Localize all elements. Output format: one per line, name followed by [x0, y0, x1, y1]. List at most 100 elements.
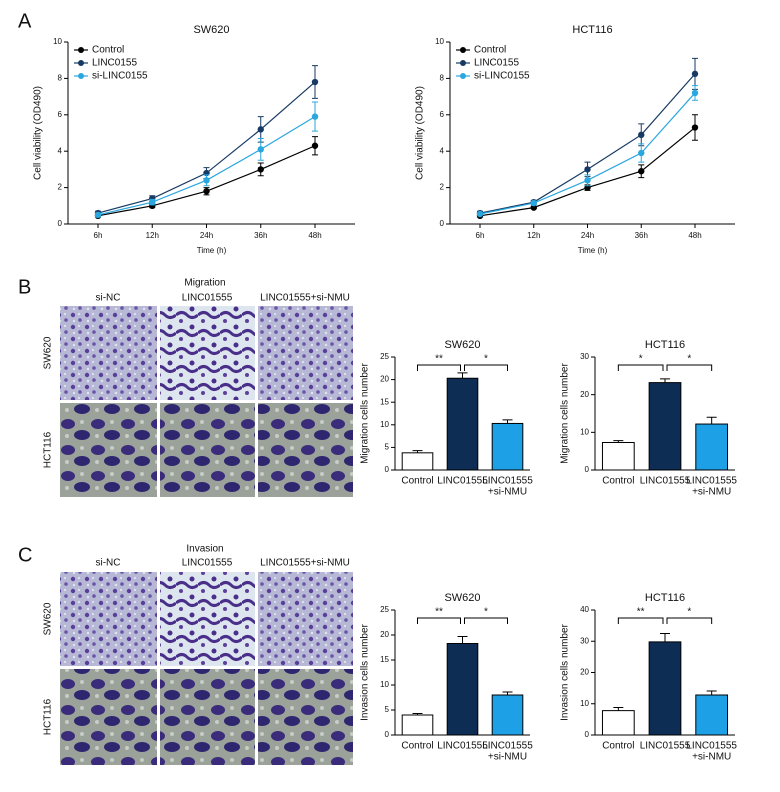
x-tick-label: +si-NMU: [488, 752, 527, 763]
marker: [530, 204, 537, 211]
legend-label: LINC0155: [474, 58, 519, 69]
legend-marker: [78, 60, 84, 66]
marker: [530, 199, 537, 207]
significance-bracket: [417, 364, 461, 371]
y-tick-label: 8: [440, 74, 445, 83]
x-tick-label: +si-NMU: [692, 752, 731, 763]
error-bar: [502, 419, 513, 424]
column-label: LINC01555: [182, 293, 233, 304]
legend-marker: [460, 73, 466, 79]
y-tick-label: 0: [385, 730, 390, 739]
x-tick-label: 48h: [688, 231, 701, 240]
x-tick-label: 24h: [200, 231, 213, 240]
bar: [695, 694, 729, 736]
marker: [691, 70, 699, 78]
column-label: si-NC: [96, 293, 121, 304]
error-bar: [660, 632, 670, 642]
error-bar: [457, 372, 468, 379]
micrograph: [258, 306, 353, 400]
marker: [691, 89, 699, 97]
legend-marker: [460, 60, 466, 66]
legend-marker: [78, 73, 84, 79]
legend-marker: [78, 47, 84, 53]
y-tick-label: 15: [380, 397, 389, 406]
marker: [691, 124, 699, 131]
y-tick-label: 5: [385, 705, 390, 714]
bar: [491, 422, 524, 471]
line: [479, 73, 696, 214]
y-tick-label: 20: [580, 390, 589, 399]
marker: [149, 198, 156, 206]
x-tick-label: 12h: [146, 231, 159, 240]
micrograph: [258, 403, 353, 497]
micrograph: [60, 403, 157, 497]
x-axis-label: Time (h): [197, 246, 227, 255]
y-tick-label: 20: [380, 630, 389, 639]
bar: [491, 694, 524, 736]
y-tick-label: 4: [440, 146, 445, 155]
y-tick-label: 5: [385, 443, 390, 452]
y-axis-label: Migration cells number: [360, 363, 371, 464]
chart-title: SW620: [444, 339, 480, 351]
legend-label: Control: [92, 45, 124, 56]
bar: [401, 714, 434, 736]
micrograph: [258, 572, 353, 666]
y-tick-label: 8: [58, 74, 63, 83]
significance-bracket: [617, 364, 664, 371]
micrograph: [258, 669, 353, 765]
y-tick-label: 30: [580, 636, 589, 645]
y-axis-label: Invasion cells number: [360, 623, 371, 720]
y-tick-label: 0: [58, 219, 63, 228]
y-tick-label: 2: [58, 183, 63, 192]
x-tick-label: Control: [602, 476, 634, 487]
marker: [257, 166, 264, 173]
significance-label: **: [435, 607, 443, 618]
y-tick-label: 10: [53, 37, 62, 46]
y-tick-label: 6: [440, 110, 445, 119]
marker: [638, 131, 645, 139]
row-label: HCT116: [43, 431, 54, 468]
x-tick-label: 24h: [581, 231, 594, 240]
micrograph: [160, 306, 255, 400]
micrograph: [60, 306, 157, 400]
x-tick-label: +si-NMU: [488, 487, 527, 498]
x-tick-label: 6h: [94, 231, 103, 240]
significance-bracket: [617, 617, 664, 624]
bar: [601, 710, 635, 736]
x-tick-label: LINC01555: [640, 476, 691, 487]
marker: [476, 210, 484, 218]
significance-label: *: [639, 354, 643, 365]
chart-title: SW620: [193, 24, 229, 36]
micrograph: [60, 669, 157, 765]
marker: [638, 168, 645, 175]
error-bar: [706, 416, 717, 425]
legend-label: si-LINC0155: [92, 71, 148, 82]
x-tick-label: LINC01555: [437, 476, 488, 487]
y-tick-label: 0: [440, 219, 445, 228]
y-axis-label: Invasion cells number: [560, 623, 571, 720]
significance-bracket: [666, 617, 713, 624]
error-bar: [613, 707, 624, 711]
significance-bracket: [417, 617, 461, 624]
panel-label: A: [18, 10, 32, 32]
y-tick-label: 0: [585, 730, 590, 739]
error-bar: [660, 378, 670, 383]
row-label: HCT116: [43, 698, 54, 735]
chart-title: HCT116: [645, 339, 685, 351]
chart-title: SW620: [444, 592, 480, 604]
x-tick-label: 6h: [476, 231, 485, 240]
bar: [401, 452, 434, 471]
significance-bracket: [464, 617, 508, 624]
y-tick-label: 20: [380, 375, 389, 384]
y-tick-label: 10: [380, 680, 389, 689]
x-tick-label: Control: [401, 476, 433, 487]
significance-bracket: [464, 364, 508, 371]
column-label: LINC01555: [182, 558, 233, 569]
row-label: SW620: [43, 336, 54, 369]
y-tick-label: 20: [580, 668, 589, 677]
marker: [203, 188, 210, 195]
significance-label: *: [484, 354, 488, 365]
legend-label: LINC0155: [92, 58, 137, 69]
marker: [257, 146, 264, 153]
marker: [257, 126, 264, 133]
